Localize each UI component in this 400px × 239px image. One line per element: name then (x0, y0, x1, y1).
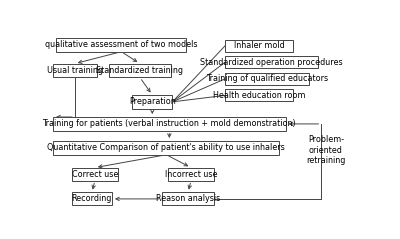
FancyBboxPatch shape (109, 64, 171, 77)
Text: Recording: Recording (72, 194, 112, 203)
FancyBboxPatch shape (225, 73, 309, 85)
FancyBboxPatch shape (72, 168, 118, 180)
FancyBboxPatch shape (162, 192, 214, 205)
Text: Training for patients (verbal instruction + mold demonstration): Training for patients (verbal instructio… (42, 120, 296, 128)
Text: Quantitative Comparison of patient's ability to use inhalers: Quantitative Comparison of patient's abi… (47, 143, 285, 152)
Text: Problem-
oriented
retraining: Problem- oriented retraining (306, 136, 346, 165)
FancyBboxPatch shape (225, 56, 318, 68)
Text: Standardized operation procedures: Standardized operation procedures (200, 58, 343, 67)
FancyBboxPatch shape (53, 117, 286, 131)
FancyBboxPatch shape (225, 40, 293, 52)
FancyBboxPatch shape (168, 168, 214, 180)
FancyBboxPatch shape (53, 141, 279, 155)
Text: Incorrect use: Incorrect use (165, 169, 217, 179)
Text: Health education room: Health education room (213, 91, 306, 100)
FancyBboxPatch shape (225, 89, 293, 101)
Text: Correct use: Correct use (72, 169, 118, 179)
Text: Inhaler mold: Inhaler mold (234, 41, 285, 50)
Text: Preparation: Preparation (129, 97, 176, 106)
Text: Reason analysis: Reason analysis (156, 194, 220, 203)
Text: Training of qualified educators: Training of qualified educators (206, 74, 328, 83)
Text: qualitative assessment of two models: qualitative assessment of two models (45, 40, 198, 49)
FancyBboxPatch shape (72, 192, 112, 205)
FancyBboxPatch shape (56, 38, 186, 52)
FancyBboxPatch shape (53, 64, 96, 77)
Text: Usual training: Usual training (47, 66, 103, 75)
FancyBboxPatch shape (132, 95, 172, 109)
Text: Standardized training: Standardized training (96, 66, 183, 75)
